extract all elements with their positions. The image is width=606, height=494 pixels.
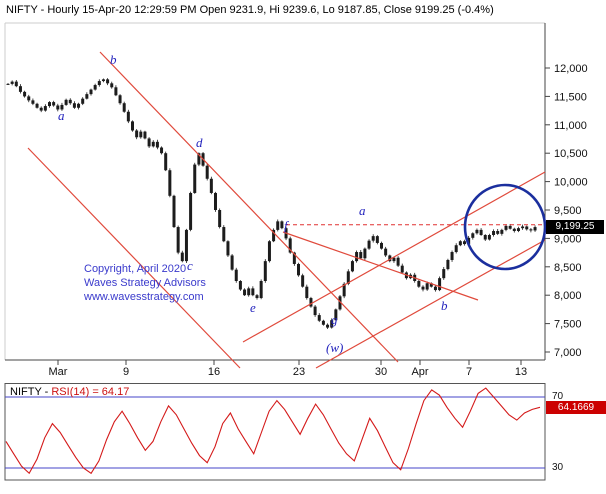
rsi-value-tag: 64.1669 [546,401,606,414]
wave-label-c-2: c [187,258,193,273]
highlight-ellipse [463,183,547,271]
copyright-text: Copyright, April 2020 Waves Strategy Adv… [84,262,206,304]
price-chart-canvas[interactable]: 12,000 11,500 11,000 10,500 10,000 9,500 9,000… [0,22,606,382]
y-axis-label: 7,500 [554,319,582,331]
y-axis-label: 8,500 [554,262,582,274]
rsi-level-70-label: 70 [552,391,564,402]
chart-title: NIFTY - Hourly 15-Apr-20 12:29:59 PM Ope… [6,4,494,16]
y-axis-label: 9,500 [554,205,582,217]
trendline [315,239,546,369]
y-axis-label: 10,000 [554,177,588,189]
rsi-panel-border [4,383,546,481]
x-axis-label: Apr [411,366,428,378]
trendline [242,171,546,343]
wave-label-b-9: b [441,298,448,313]
x-axis-label: 16 [208,366,220,378]
y-axis-label: 11,000 [554,120,587,132]
wave-label-d-3: d [196,135,203,150]
y-axis-label: 10,500 [554,148,588,160]
rsi-panel-title: NIFTY - RSI(14) = 64.17 [10,386,129,398]
candlestick-series [6,78,537,330]
wave-label-a-8: a [359,203,366,218]
y-axis-label: 7,000 [554,347,582,359]
x-axis-label: 7 [466,366,472,378]
x-axis-label: 13 [515,366,527,378]
x-axis-label: Mar [49,366,68,378]
wave-label-e-4: e [250,300,256,315]
rsi-line [5,387,541,475]
trendline [99,51,399,363]
y-axis-label: 8,000 [554,290,582,302]
y-axis-label: 9,000 [554,233,582,245]
trendline [27,147,241,369]
wave-label-g-6: g [331,312,338,327]
copyright-line-1: Copyright, April 2020 [84,263,187,275]
x-axis-label: 9 [123,366,129,378]
wave-label-f-5: f [284,218,288,233]
wave-label-b-1: b [110,52,117,67]
wave-label-w-7: (w) [326,340,344,355]
trendline [282,231,479,301]
rsi-symbol-label: NIFTY - [10,386,52,398]
copyright-line-3: www.wavesstrategy.com [84,291,204,303]
wave-label-a-0: a [58,108,65,123]
rsi-indicator-label: RSI(14) = 64.17 [51,386,130,398]
x-axis-label: 23 [293,366,305,378]
copyright-line-2: Waves Strategy Advisors [84,277,206,289]
rsi-chart-canvas[interactable] [0,383,606,483]
y-axis-label: 12,000 [554,63,588,75]
x-axis-label: 30 [375,366,387,378]
y-axis-label: 11,500 [554,91,587,103]
last-price-tag: 9,199.25 [546,220,604,234]
rsi-level-30-label: 30 [552,462,564,473]
